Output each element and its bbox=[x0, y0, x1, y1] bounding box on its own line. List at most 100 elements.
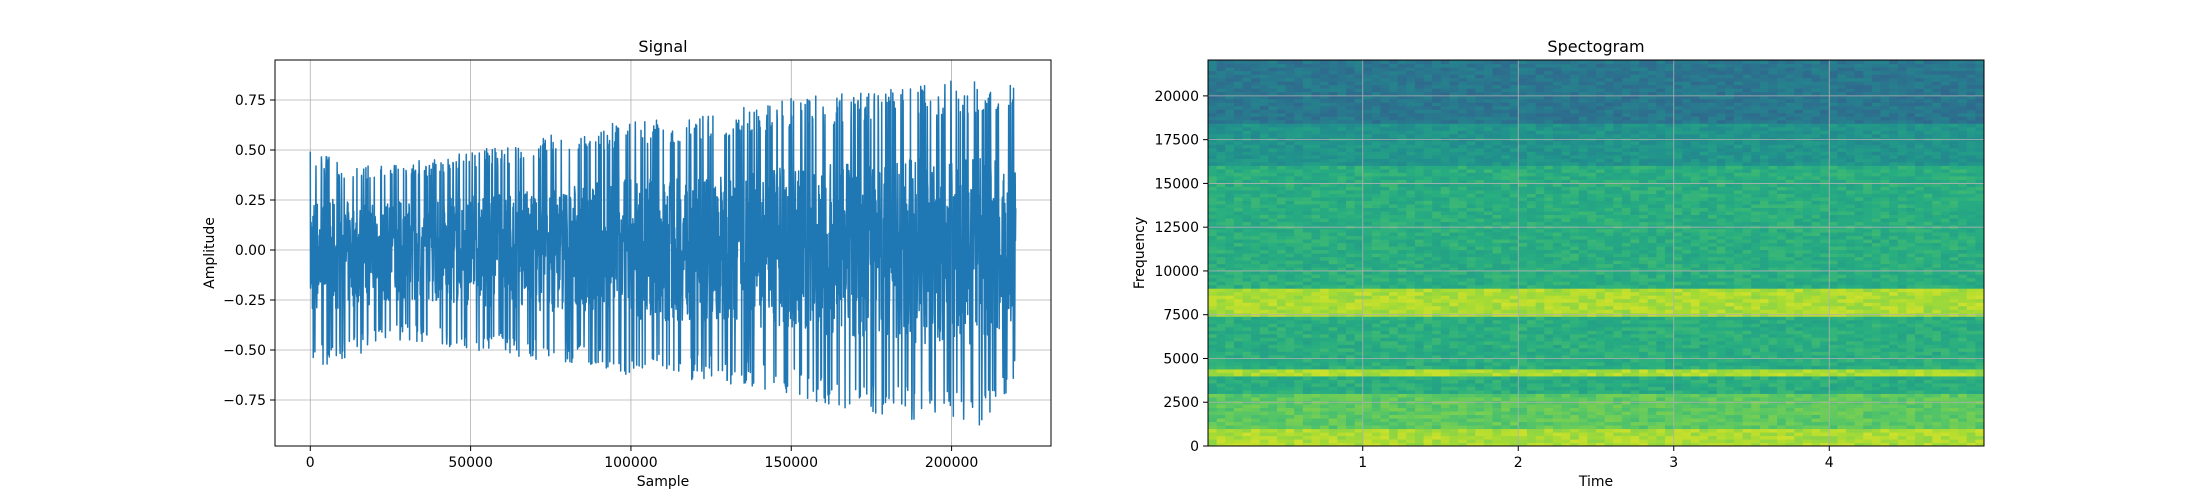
spectrogram-cell bbox=[1225, 424, 1235, 430]
spectrogram-cell bbox=[1345, 305, 1356, 310]
spectrogram-cell bbox=[1975, 281, 1984, 286]
spectrogram-cell bbox=[1699, 442, 1709, 446]
spectrogram-cell bbox=[1328, 424, 1338, 430]
spectrogram-cell bbox=[1708, 340, 1718, 345]
spectrogram-cell bbox=[1449, 281, 1459, 286]
spectrogram-cell bbox=[1742, 295, 1752, 300]
spectrogram-cell bbox=[1915, 256, 1925, 261]
spectrogram-cell bbox=[1777, 302, 1787, 307]
signal-x-tick-label: 100000 bbox=[604, 455, 657, 471]
spectrogram-cell bbox=[1639, 386, 1649, 391]
spectrogram-cell bbox=[1276, 316, 1287, 321]
spectrogram-cell bbox=[1733, 260, 1744, 265]
spectrogram-cell bbox=[1794, 435, 1804, 440]
spectrogram-cell bbox=[1759, 407, 1770, 412]
spectrogram-cell bbox=[1345, 354, 1356, 359]
spectrogram-cell bbox=[1552, 260, 1563, 265]
spectrogram-cell bbox=[1483, 424, 1494, 430]
spectrogram-cell bbox=[1208, 326, 1218, 331]
spectrogram-cell bbox=[1759, 417, 1770, 423]
spectrogram-cell bbox=[1389, 368, 1399, 373]
spectrogram-cell bbox=[1725, 347, 1735, 352]
spectrogram-cell bbox=[1604, 347, 1614, 352]
spectrogram-cell bbox=[1552, 267, 1563, 272]
spectrogram-cell bbox=[1897, 295, 1907, 300]
spectrogram-cell bbox=[1535, 354, 1545, 359]
spectrogram-cell bbox=[1863, 372, 1873, 377]
spectrogram-cell bbox=[1949, 298, 1959, 303]
spectrogram-cell bbox=[1285, 326, 1295, 331]
spectrogram-cell bbox=[1630, 337, 1640, 342]
spectrogram-cell bbox=[1949, 389, 1959, 394]
spectrogram-cell bbox=[1483, 309, 1494, 314]
signal-y-tick-label: 0.50 bbox=[235, 143, 266, 159]
spectrogram-cell bbox=[1285, 396, 1295, 401]
spectrogram-cell bbox=[1880, 323, 1890, 328]
spectrogram-cell bbox=[1570, 291, 1580, 296]
spectrogram-cell bbox=[1414, 379, 1425, 384]
spectrogram-cell bbox=[1294, 316, 1304, 321]
spectrogram-cell bbox=[1889, 407, 1899, 412]
spectrogram-cell bbox=[1276, 382, 1287, 387]
spectrogram-cell bbox=[1483, 347, 1494, 352]
spectrogram-cell bbox=[1544, 260, 1554, 265]
spectrogram-cell bbox=[1966, 295, 1976, 300]
spectrogram-cell bbox=[1406, 396, 1416, 401]
spectrogram-cell bbox=[1828, 410, 1839, 416]
spectrogram-cell bbox=[1664, 291, 1675, 296]
spectrogram-cell bbox=[1958, 277, 1968, 282]
spectrogram-cell bbox=[1759, 438, 1770, 444]
spectrogram-cell bbox=[1673, 428, 1683, 433]
spectrogram-cell bbox=[1501, 368, 1511, 373]
spectrogram-cell bbox=[1475, 319, 1485, 324]
spectrogram-cell bbox=[1225, 337, 1235, 342]
spectrogram-cell bbox=[1389, 347, 1399, 352]
spectrogram-cell bbox=[1958, 435, 1968, 440]
spectrogram-cell bbox=[1518, 424, 1528, 430]
spectrogram-cell bbox=[1233, 326, 1244, 331]
spectrogram-cell bbox=[1570, 372, 1580, 377]
spectrogram-cell bbox=[1294, 340, 1304, 345]
spectrogram-cell bbox=[1604, 435, 1614, 440]
spectrogram-cell bbox=[1966, 379, 1976, 384]
spectrogram-cell bbox=[1725, 270, 1735, 275]
spectrogram-cell bbox=[1509, 424, 1519, 430]
spectrogram-cell bbox=[1596, 305, 1606, 310]
spectrogram-cell bbox=[1294, 435, 1304, 440]
spectrogram-cell bbox=[1233, 386, 1244, 391]
spectrogram-cell bbox=[1613, 407, 1623, 412]
spectrogram-cell bbox=[1647, 417, 1657, 423]
spectrogram-cell bbox=[1742, 263, 1752, 268]
spectrogram-cell bbox=[1871, 295, 1882, 300]
spectrogram-cell bbox=[1630, 319, 1640, 324]
spectrogram-cell bbox=[1414, 319, 1425, 324]
spectrogram-cell bbox=[1949, 333, 1959, 338]
spectrogram-cell bbox=[1596, 417, 1606, 423]
spectrogram-cell bbox=[1690, 354, 1701, 359]
spectrogram-cell bbox=[1475, 354, 1485, 359]
spectrogram-cell bbox=[1251, 260, 1261, 265]
spectrogram-cell bbox=[1483, 410, 1494, 416]
spectrogram-cell bbox=[1708, 410, 1718, 416]
spectrogram-cell bbox=[1328, 368, 1338, 373]
spectrogram-cell bbox=[1811, 351, 1821, 356]
spectrogram-cell bbox=[1785, 421, 1795, 426]
spectrogram-cell bbox=[1906, 340, 1916, 345]
spectrogram-cell bbox=[1544, 319, 1554, 324]
spectrogram-cell bbox=[1664, 428, 1675, 433]
spectrogram-cell bbox=[1492, 361, 1502, 366]
spectrogram-cell bbox=[1492, 379, 1502, 384]
spectrogram-cell bbox=[1647, 309, 1657, 314]
spectrogram-cell bbox=[1544, 344, 1554, 349]
spectrogram-cell bbox=[1397, 403, 1407, 408]
spectrogram-cell bbox=[1768, 347, 1778, 352]
spectrogram-cell bbox=[1578, 347, 1588, 352]
spectrogram-cell bbox=[1613, 396, 1623, 401]
spectrogram-cell bbox=[1708, 414, 1718, 419]
spectrogram-cell bbox=[1673, 302, 1683, 307]
spectrogram-cell bbox=[1440, 428, 1451, 433]
spectrogram-cell bbox=[1414, 267, 1425, 272]
spectrogram-cell bbox=[1742, 393, 1752, 398]
spectrogram-cell bbox=[1871, 267, 1882, 272]
spectrogram-cell bbox=[1501, 379, 1511, 384]
